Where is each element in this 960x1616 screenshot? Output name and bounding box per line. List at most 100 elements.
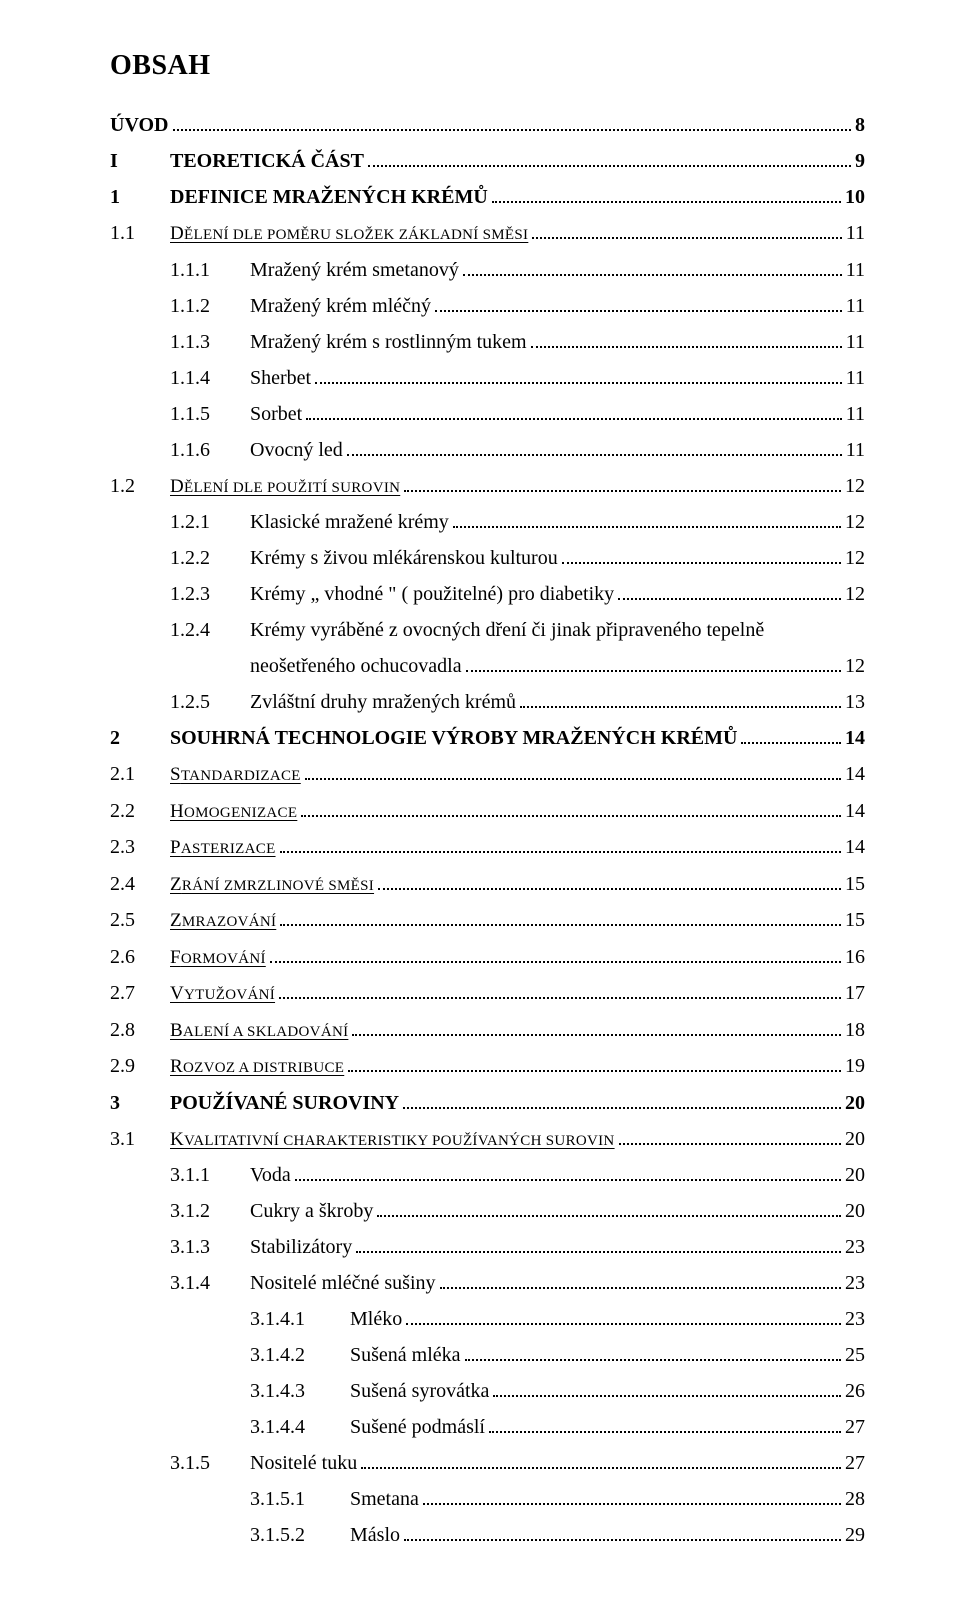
toc-entry-number: 3 [110, 1088, 170, 1118]
toc-entry-number: 3.1 [110, 1124, 170, 1154]
toc-entry-number: 1.1.1 [170, 255, 250, 285]
toc-entry-number: 3.1.1 [170, 1160, 250, 1190]
toc-entry-label: Mražený krém mléčný [250, 291, 431, 321]
toc-entry-label: Sorbet [250, 399, 302, 429]
toc-entry-label: neošetřeného ochucovadla [250, 651, 462, 681]
toc-entry-number: 3.1.2 [170, 1196, 250, 1226]
toc-entry-label: Nositelé tuku [250, 1448, 357, 1478]
toc-entry-label: Smetana [350, 1484, 419, 1514]
toc-entry-number: 1.1.3 [170, 327, 250, 357]
toc-entry-number: 2 [110, 723, 170, 753]
toc-entry-number: 3.1.5.2 [250, 1520, 350, 1550]
toc-entry-number: 2.5 [110, 905, 170, 935]
toc-entry: 1.1DĚLENÍ DLE POMĚRU SLOŽEK ZÁKLADNÍ SMĚ… [110, 218, 865, 249]
toc-entry-page: 29 [845, 1520, 865, 1550]
toc-entry-label: STANDARDIZACE [170, 759, 301, 790]
toc-leader-dots [465, 1346, 841, 1361]
toc-entry: 3.1.2Cukry a škroby20 [110, 1196, 865, 1226]
toc-entry: ITEORETICKÁ ČÁST9 [110, 146, 865, 176]
toc-entry: 1.1.2Mražený krém mléčný 11 [110, 291, 865, 321]
toc-entry-page: 23 [845, 1268, 865, 1298]
toc-entry-label: Sušená syrovátka [350, 1376, 489, 1406]
toc-entry-number: 1.1.5 [170, 399, 250, 429]
toc-leader-dots [348, 1057, 841, 1072]
toc-entry-number: 1.2.3 [170, 579, 250, 609]
toc-entry-number: 1.1 [110, 218, 170, 248]
toc-entry-label: Mléko [350, 1304, 402, 1334]
toc-entry-page: 12 [845, 651, 865, 681]
toc-leader-dots [466, 657, 841, 672]
toc-entry-label: DĚLENÍ DLE POUŽITÍ SUROVIN [170, 471, 400, 502]
toc-leader-dots [280, 911, 841, 926]
toc-entry-number: 2.1 [110, 759, 170, 789]
toc-leader-dots [361, 1454, 841, 1469]
toc-entry-number: 1.2.2 [170, 543, 250, 573]
toc-leader-dots [492, 188, 841, 203]
toc-entry-page: 14 [845, 723, 865, 753]
toc-entry-page: 11 [846, 291, 865, 321]
toc-entry-page: 12 [845, 543, 865, 573]
toc-entry-label: Krémy s živou mlékárenskou kulturou [250, 543, 558, 573]
toc-entry-number: 1 [110, 182, 170, 212]
toc-entry-number: 2.3 [110, 832, 170, 862]
toc-leader-dots [520, 693, 841, 708]
toc-entry-number: 1.1.2 [170, 291, 250, 321]
toc-entry-label: Klasické mražené krémy [250, 507, 449, 537]
toc-entry-page: 20 [845, 1160, 865, 1190]
toc-entry-number: 3.1.4.1 [250, 1304, 350, 1334]
toc-entry-number: 3.1.4 [170, 1268, 250, 1298]
toc-entry-page: 10 [845, 182, 865, 212]
toc-entry-page: 11 [846, 435, 865, 465]
toc-entry-page: 9 [855, 146, 865, 176]
toc-leader-dots [618, 585, 841, 600]
toc-leader-dots [741, 729, 841, 744]
toc-entry-page: 11 [846, 363, 865, 393]
toc-entry-page: 20 [845, 1124, 865, 1154]
toc-entry-label: Mražený krém smetanový [250, 255, 459, 285]
toc-entry-number: 1.2.4 [170, 615, 250, 645]
toc-leader-dots [280, 838, 841, 853]
toc-entry: 2.3PASTERIZACE14 [110, 832, 865, 863]
toc-entry-number: 2.9 [110, 1051, 170, 1081]
toc-entry-page: 12 [845, 579, 865, 609]
toc-entry-page: 11 [846, 218, 865, 248]
toc-entry: 1.1.4Sherbet11 [110, 363, 865, 393]
toc-leader-dots [440, 1274, 841, 1289]
toc-entry-label: PASTERIZACE [170, 832, 276, 863]
toc-entry: 2.4ZRÁNÍ ZMRZLINOVÉ SMĚSI15 [110, 869, 865, 900]
toc-entry: 3.1.5.1Smetana28 [110, 1484, 865, 1514]
toc-entry-page: 11 [846, 255, 865, 285]
toc-list: ÚVOD 8 ITEORETICKÁ ČÁST9 1DEFINICE MRAŽENÝC… [110, 110, 865, 1550]
toc-entry: 1.2.5Zvláštní druhy mražených krémů13 [110, 687, 865, 717]
toc-entry-page: 11 [846, 327, 865, 357]
toc-entry-label: ÚVOD [110, 110, 169, 140]
toc-entry: 2.2HOMOGENIZACE14 [110, 796, 865, 827]
toc-entry-page: 12 [845, 471, 865, 501]
toc-entry-label: Nositelé mléčné sušiny [250, 1268, 436, 1298]
toc-entry: 1.1.6Ovocný led11 [110, 435, 865, 465]
toc-entry-page: 19 [845, 1051, 865, 1081]
toc-entry-label: ZMRAZOVÁNÍ [170, 905, 276, 936]
toc-leader-dots [270, 948, 841, 963]
toc-entry-number: 1.2.1 [170, 507, 250, 537]
toc-entry: 1.1.3Mražený krém s rostlinným tukem11 [110, 327, 865, 357]
toc-entry: 2.7VYTUŽOVÁNÍ17 [110, 978, 865, 1009]
toc-entry-label: DEFINICE MRAŽENÝCH KRÉMŮ [170, 182, 488, 212]
toc-entry: 3.1.4.2Sušená mléka25 [110, 1340, 865, 1370]
toc-entry-continuation: neošetřeného ochucovadla 12 [110, 651, 865, 681]
toc-page: OBSAH ÚVOD8ITEORETICKÁ ČÁST91DEFINICE MR… [0, 0, 960, 1616]
toc-entry-label: Krémy „ vhodné " ( použitelné) pro diabe… [250, 579, 614, 609]
toc-leader-dots [619, 1130, 841, 1145]
toc-leader-dots [423, 1490, 841, 1505]
toc-entry: 2.1STANDARDIZACE14 [110, 759, 865, 790]
toc-leader-dots [435, 297, 842, 312]
toc-entry-number: 3.1.4.2 [250, 1340, 350, 1370]
toc-entry: 1.2.1Klasické mražené krémy12 [110, 507, 865, 537]
toc-entry-label: Stabilizátory [250, 1232, 352, 1262]
toc-leader-dots [295, 1166, 841, 1181]
toc-leader-dots [368, 152, 851, 167]
toc-entry-page: 27 [845, 1412, 865, 1442]
toc-entry-page: 8 [855, 110, 865, 140]
toc-leader-dots [306, 405, 842, 420]
toc-entry-label: Sherbet [250, 363, 311, 393]
